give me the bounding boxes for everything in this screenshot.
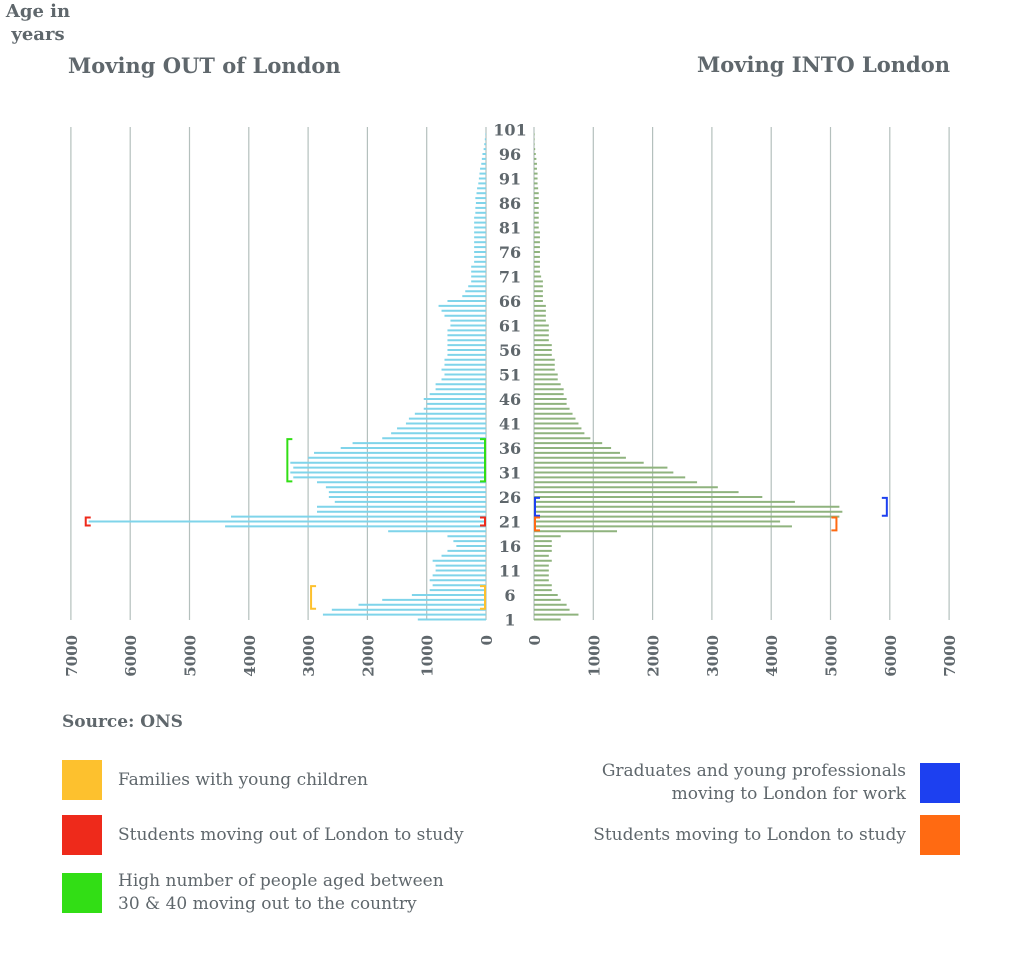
age-axis-title: Age in years bbox=[0, 0, 76, 46]
x-tick-label-out: 4000 bbox=[241, 635, 259, 677]
legend-item: High number of people aged between 30 & 4… bbox=[62, 870, 444, 916]
annotation-bracket-in-left bbox=[534, 496, 540, 517]
age-tick-label: 41 bbox=[499, 415, 521, 434]
age-tick-label: 91 bbox=[499, 170, 521, 189]
age-title-line-1: Age in bbox=[5, 1, 71, 22]
legend-swatch bbox=[62, 760, 102, 800]
legend-label-line: 30 & 40 moving out to the country bbox=[118, 894, 417, 914]
x-tick-label-in: 5000 bbox=[823, 635, 841, 677]
x-tick-label-in: 4000 bbox=[763, 635, 781, 677]
in-title: Moving INTO London bbox=[697, 52, 950, 77]
x-tick-label-in: 6000 bbox=[882, 635, 900, 677]
x-tick-label-out: 5000 bbox=[182, 635, 200, 677]
out-title: Moving OUT of London bbox=[68, 53, 341, 78]
x-tick-label-out: 1000 bbox=[419, 635, 437, 677]
x-tick-label-in: 1000 bbox=[585, 635, 603, 677]
legend-label-line: Students moving to London to study bbox=[593, 824, 906, 845]
legend-label: High number of people aged between 30 & 4… bbox=[118, 870, 444, 916]
legend-item: Students moving out of London to study bbox=[62, 815, 464, 855]
legend-swatch bbox=[920, 815, 960, 855]
age-tick-label: 81 bbox=[499, 219, 521, 238]
age-tick-label: 76 bbox=[499, 243, 521, 262]
age-tick-label: 31 bbox=[499, 464, 521, 483]
legend-item: Graduates and young professionals moving … bbox=[602, 760, 960, 806]
age-tick-label: 51 bbox=[499, 366, 521, 385]
annotation-bracket-out-left bbox=[310, 585, 317, 610]
x-tick-label-in: 7000 bbox=[941, 635, 959, 677]
legend-item: Students moving to London to study bbox=[593, 815, 960, 855]
age-tick-label: 101 bbox=[493, 121, 526, 140]
annotation-bracket-out-right bbox=[480, 438, 486, 483]
legend-label-line: Families with young children bbox=[118, 769, 368, 790]
legend-swatch bbox=[62, 815, 102, 855]
age-tick-label: 16 bbox=[499, 537, 521, 556]
x-tick-label-in: 3000 bbox=[704, 635, 722, 677]
age-tick-label: 96 bbox=[499, 145, 521, 164]
age-tick-label: 26 bbox=[499, 488, 521, 507]
butterfly-chart: 1611162126313641465156616671768186919610… bbox=[63, 121, 959, 677]
x-tick-label-out: 6000 bbox=[122, 635, 140, 677]
age-tick-label: 36 bbox=[499, 439, 521, 458]
age-tick-label: 66 bbox=[499, 292, 521, 311]
legend-label: Students moving out of London to study bbox=[118, 824, 464, 847]
source-note: Source: ONS bbox=[62, 712, 183, 732]
annotation-bracket-out-right bbox=[480, 585, 486, 610]
annotation-bracket-in-left bbox=[534, 516, 540, 532]
age-tick-label: 21 bbox=[499, 513, 521, 532]
x-tick-label-in: 2000 bbox=[645, 635, 663, 677]
age-tick-label: 61 bbox=[499, 317, 521, 336]
legend-swatch bbox=[920, 763, 960, 803]
age-tick-label: 71 bbox=[499, 268, 521, 287]
age-tick-label: 86 bbox=[499, 194, 521, 213]
annotation-bracket-out-left bbox=[286, 438, 293, 483]
age-title-line-2: years bbox=[11, 24, 65, 45]
legend-label: Families with young children bbox=[118, 769, 368, 792]
x-tick-label-out: 0 bbox=[478, 635, 496, 645]
legend-label: Students moving to London to study bbox=[593, 824, 906, 847]
x-tick-label-in: 0 bbox=[526, 635, 544, 645]
legend-label-line: High number of people aged between bbox=[118, 871, 444, 891]
legend-label-line: Students moving out of London to study bbox=[118, 824, 464, 845]
annotation-bracket-in-right bbox=[831, 516, 838, 532]
legend-label-line: moving to London for work bbox=[671, 784, 906, 804]
age-tick-label: 56 bbox=[499, 341, 521, 360]
age-tick-label: 46 bbox=[499, 390, 521, 409]
age-tick-label: 1 bbox=[504, 611, 515, 630]
legend-item: Families with young children bbox=[62, 760, 368, 800]
annotation-bracket-in-right bbox=[881, 496, 888, 517]
legend-swatch bbox=[62, 873, 102, 913]
x-tick-label-out: 2000 bbox=[359, 635, 377, 677]
age-tick-label: 6 bbox=[504, 586, 515, 605]
annotation-bracket-out-right bbox=[480, 516, 486, 527]
x-tick-label-out: 7000 bbox=[63, 635, 81, 677]
x-tick-label-out: 3000 bbox=[300, 635, 318, 677]
age-tick-label: 11 bbox=[499, 562, 521, 581]
legend-label: Graduates and young professionals moving … bbox=[602, 760, 906, 806]
annotation-bracket-out-left bbox=[84, 516, 91, 527]
legend-label-line: Graduates and young professionals bbox=[601, 761, 906, 781]
